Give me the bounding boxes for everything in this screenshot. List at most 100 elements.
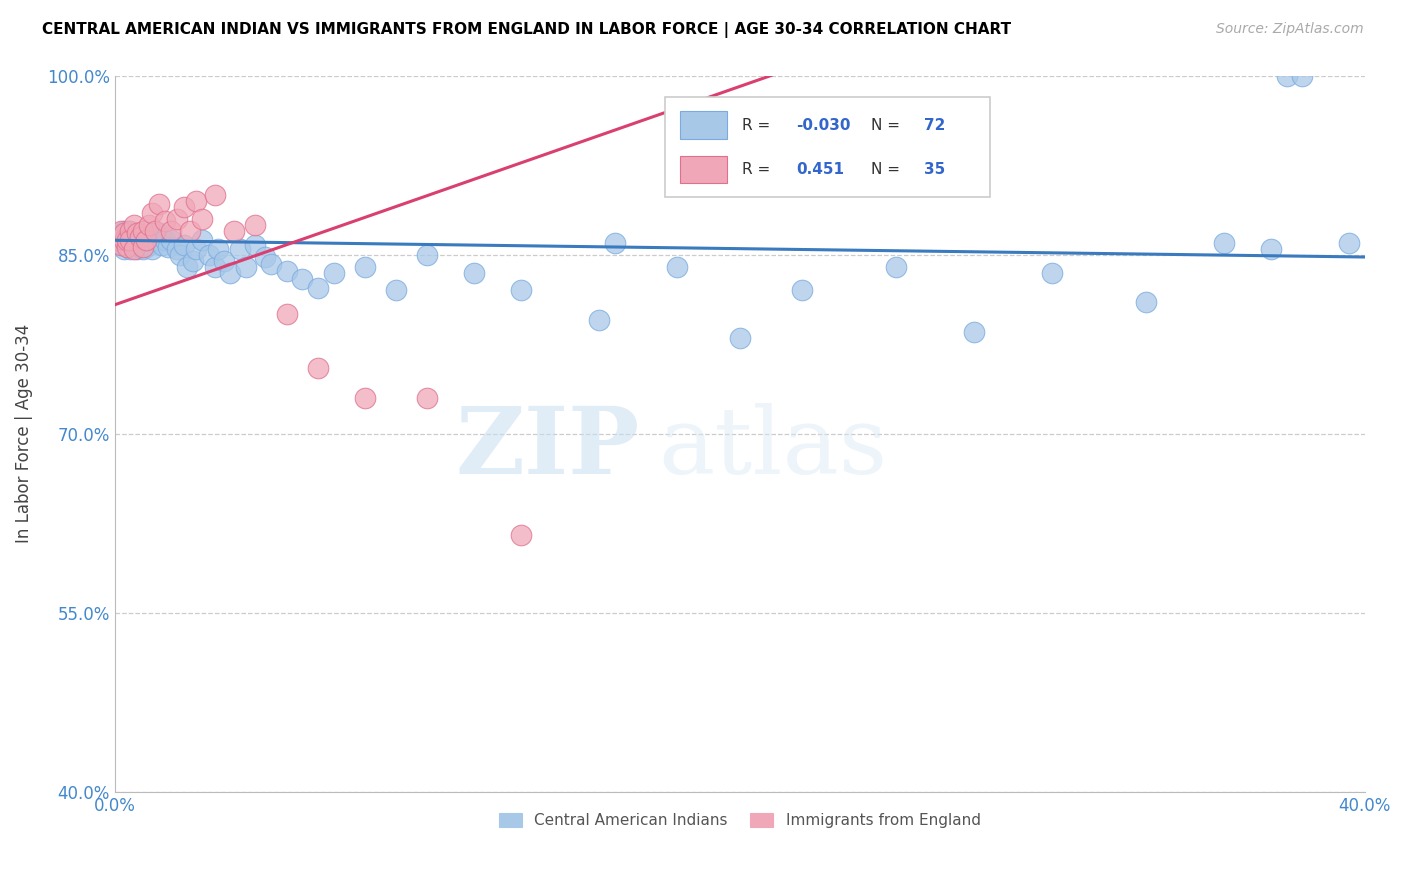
Point [125,242,148,256]
Point [1275,69,1298,83]
Point [112,224,135,238]
Legend: Central American Indians, Immigrants from England: Central American Indians, Immigrants fro… [494,806,987,835]
Point [110,224,132,238]
Point [145,224,167,238]
Point [1260,242,1282,256]
Point [120,235,142,250]
Text: R =: R = [742,118,775,133]
Point [117,231,139,245]
Point [792,284,814,298]
Point [588,313,610,327]
Point [184,194,207,208]
Point [666,260,689,274]
Point [112,226,135,240]
Point [728,331,751,345]
Point [125,226,148,240]
Text: 72: 72 [924,118,945,133]
Point [416,391,439,405]
Point [135,240,157,254]
Point [207,242,229,256]
Point [212,253,235,268]
Point [122,218,145,232]
Point [135,233,157,247]
Text: R =: R = [742,161,775,177]
FancyBboxPatch shape [679,112,727,139]
Point [153,214,176,228]
Point [120,229,142,244]
Point [276,307,298,321]
Point [138,218,160,232]
Point [107,233,129,247]
Point [353,391,375,405]
Point [122,238,145,252]
Point [166,242,188,256]
Point [128,233,150,247]
Point [291,271,314,285]
Point [117,233,139,247]
Point [184,242,207,256]
Point [1135,295,1157,310]
Point [132,242,155,256]
Point [153,233,176,247]
Point [135,233,157,247]
Y-axis label: In Labor Force | Age 30-34: In Labor Force | Age 30-34 [15,324,32,543]
Point [150,238,173,252]
Point [173,238,195,252]
Point [141,242,163,256]
Point [125,226,148,240]
Point [1339,235,1361,250]
Point [120,242,142,256]
Point [353,260,375,274]
Point [276,264,298,278]
Point [1213,235,1236,250]
Point [510,284,533,298]
Point [1291,69,1313,83]
Point [307,361,329,376]
Point [463,266,485,280]
Point [884,260,907,274]
Point [204,188,226,202]
Point [307,281,329,295]
Point [117,238,139,252]
Point [141,206,163,220]
Point [191,233,214,247]
Text: atlas: atlas [658,403,887,493]
FancyBboxPatch shape [679,155,727,183]
Point [245,218,267,232]
Point [322,266,344,280]
Point [197,247,219,261]
Point [110,228,132,243]
Point [128,240,150,254]
Point [148,226,170,240]
Point [173,200,195,214]
Text: N =: N = [872,118,905,133]
Point [112,233,135,247]
Point [117,224,139,238]
Point [112,242,135,256]
Point [229,242,252,256]
Text: CENTRAL AMERICAN INDIAN VS IMMIGRANTS FROM ENGLAND IN LABOR FORCE | AGE 30-34 CO: CENTRAL AMERICAN INDIAN VS IMMIGRANTS FR… [42,22,1011,38]
Point [219,266,242,280]
Point [145,233,167,247]
Point [963,325,986,339]
Text: ZIP: ZIP [456,403,640,493]
Point [179,224,201,238]
Point [160,233,183,247]
Point [110,238,132,252]
Text: 0.451: 0.451 [796,161,844,177]
Point [107,233,129,247]
Point [385,284,408,298]
Point [117,240,139,254]
Point [138,238,160,252]
Point [138,228,160,243]
Point [176,260,198,274]
Point [235,260,257,274]
Point [222,224,245,238]
Text: 35: 35 [924,161,945,177]
Point [132,235,155,250]
Text: Source: ZipAtlas.com: Source: ZipAtlas.com [1216,22,1364,37]
Point [128,229,150,244]
Point [191,211,214,226]
Point [110,238,132,252]
Point [132,224,155,238]
